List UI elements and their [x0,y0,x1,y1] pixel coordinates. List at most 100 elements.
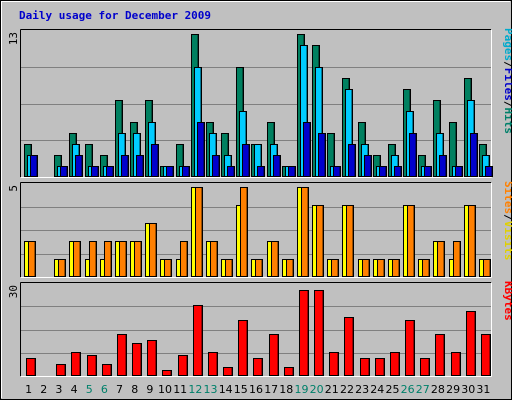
visits-bar-sites [104,241,112,277]
hits-bar-pages [75,155,83,177]
x-tick-label: 16 [249,383,263,396]
visits-bar-sites [255,259,263,277]
x-tick-label: 12 [188,383,202,396]
kbytes-bar-kbytes [435,334,445,376]
hits-legend: Pages/Files/Hits [502,28,512,134]
visits-bar-sites [58,259,66,277]
hits-legend-item: Files [502,68,512,101]
kbytes-bar-kbytes [193,305,203,376]
hits-bar-pages [409,133,417,177]
kbytes-ymax-label: 30 [7,285,20,298]
visits-bar-sites [119,241,127,277]
kbytes-bar-kbytes [344,317,354,376]
visits-bar-sites [377,259,385,277]
visits-bar-sites [316,205,324,277]
hits-bar-pages [121,155,129,177]
hits-legend-item: Hits [502,108,512,135]
visits-bar-sites [28,241,36,277]
chart-title: Daily usage for December 2009 [19,9,211,22]
hits-bar-pages [273,155,281,177]
hits-bar-pages [303,122,311,177]
x-tick-label: 24 [370,383,384,396]
kbytes-bar-kbytes [284,367,294,376]
x-tick-label: 9 [146,383,153,396]
kbytes-bar-kbytes [26,358,36,376]
hits-bar-pages [30,155,38,177]
x-tick-label: 10 [158,383,172,396]
hits-bar-pages [60,166,68,177]
x-tick-label: 17 [264,383,278,396]
kbytes-bar-kbytes [132,343,142,376]
hits-bar-pages [257,166,265,177]
kbytes-bar-kbytes [420,358,430,376]
visits-bar-sites [134,241,142,277]
visits-bar-sites [195,187,203,277]
visits-bar-sites [240,187,248,277]
kbytes-bar-kbytes [405,320,415,376]
kbytes-bar-kbytes [87,355,97,376]
visits-bar-sites [210,241,218,277]
x-tick-label: 29 [446,383,460,396]
hits-bar-pages [348,144,356,177]
hits-bar-pages [364,155,372,177]
x-tick-label: 11 [173,383,187,396]
kbytes-legend-item: KBytes [502,281,512,321]
hits-bar-pages [318,133,326,177]
x-tick-label: 1 [25,383,32,396]
kbytes-bar-kbytes [56,364,66,376]
hits-bar-pages [182,166,190,177]
hits-bar-pages [151,144,159,177]
x-tick-label: 28 [431,383,445,396]
kbytes-bar-kbytes [147,340,157,376]
kbytes-bar-kbytes [238,320,248,376]
x-tick-label: 31 [476,383,490,396]
x-tick-label: 18 [279,383,293,396]
x-tick-label: 20 [310,383,324,396]
hits-bar-pages [212,155,220,177]
kbytes-bar-kbytes [299,290,309,376]
visits-bar-sites [225,259,233,277]
x-tick-label: 4 [71,383,78,396]
hits-ymax-label: 13 [7,32,20,45]
visits-bar-sites [392,259,400,277]
x-tick-label: 6 [101,383,108,396]
x-tick-label: 26 [401,383,415,396]
visits-bar-sites [271,241,279,277]
kbytes-bar-kbytes [178,355,188,376]
kbytes-bar-kbytes [117,334,127,376]
visits-legend-item: / [502,214,512,221]
visits-bar-sites [89,241,97,277]
x-tick-label: 13 [204,383,218,396]
visits-bar-sites [346,205,354,277]
visits-bar-sites [483,259,491,277]
kbytes-bar-kbytes [481,334,491,376]
x-tick-label: 15 [234,383,248,396]
x-tick-label: 19 [295,383,309,396]
visits-bar-sites [180,241,188,277]
visits-bar-sites [286,259,294,277]
hits-bar-pages [227,166,235,177]
kbytes-bar-kbytes [71,352,81,376]
kbytes-bar-kbytes [223,367,233,376]
x-tick-label: 5 [86,383,93,396]
visits-bar-sites [149,223,157,277]
x-tick-label: 14 [219,383,233,396]
visits-bar-sites [422,259,430,277]
visits-bar-sites [437,241,445,277]
hits-legend-item: / [502,101,512,108]
hits-bar-pages [333,166,341,177]
kbytes-bar-kbytes [329,352,339,376]
kbytes-bar-kbytes [314,290,324,376]
x-tick-label: 7 [116,383,123,396]
kbytes-bar-kbytes [208,352,218,376]
kbytes-bar-kbytes [466,311,476,376]
x-tick-label: 27 [416,383,430,396]
x-tick-label: 8 [131,383,138,396]
kbytes-bar-kbytes [102,364,112,376]
hits-bar-pages [394,166,402,177]
kbytes-bar-kbytes [375,358,385,376]
x-tick-label: 22 [340,383,354,396]
hits-bar-pages [379,166,387,177]
visits-bar-sites [164,259,172,277]
